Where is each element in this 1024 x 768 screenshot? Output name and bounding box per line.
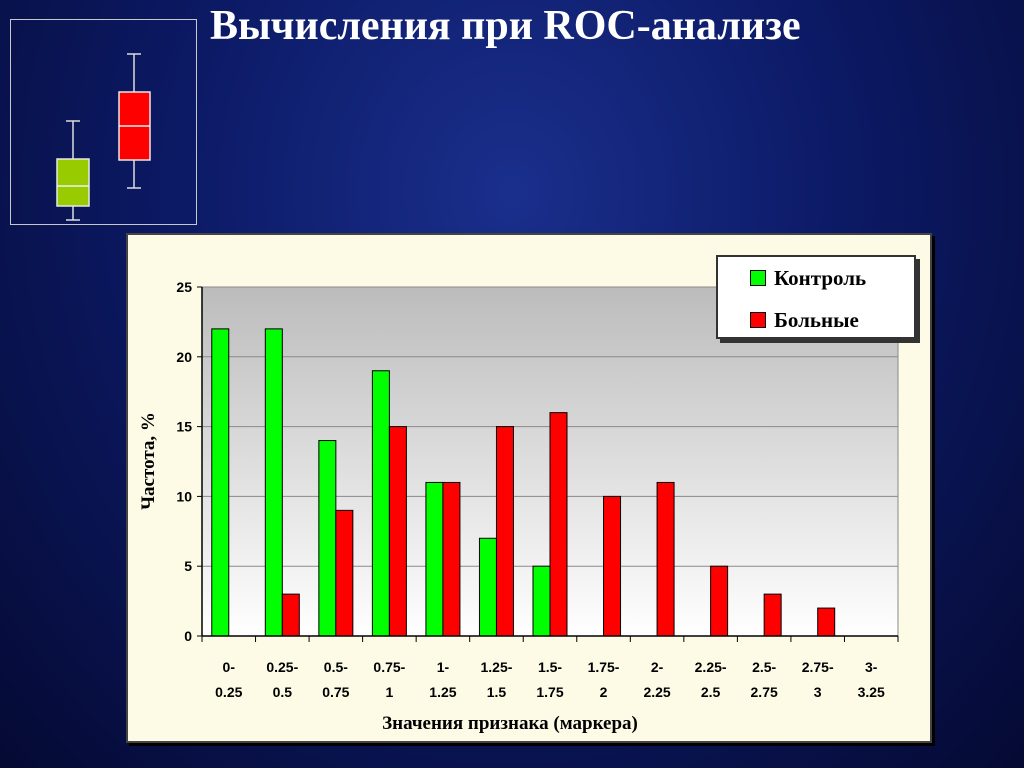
y-tick-label: 10 [176, 488, 192, 504]
bar-patients [495, 426, 514, 637]
x-tick-label: 0.5-0.75 [322, 659, 349, 700]
bar-patients [710, 565, 729, 637]
bar-control [318, 440, 337, 637]
legend-label-control: Контроль [774, 265, 867, 290]
bar-patients [603, 495, 622, 637]
x-tick-label: 2.25-2.5 [695, 659, 727, 700]
legend-swatch-control [750, 270, 766, 286]
x-tick-label: 0.75-1 [373, 659, 405, 700]
x-tick-label: 2-2.25 [643, 659, 670, 700]
bar-patients [442, 481, 461, 637]
bar-patients [763, 593, 782, 637]
bar-control [264, 328, 283, 637]
bar-chart: 0 5 10 15 20 25 0-0.25 0.25-0.5 0.5-0.75 0.75-1 1-… [138, 279, 899, 734]
bar-patients [281, 593, 300, 637]
bar-control [425, 481, 444, 637]
bar-control [211, 328, 230, 637]
legend-swatch-patients [750, 312, 766, 328]
bar-control [532, 565, 551, 637]
bar-chart-panel: 0 5 10 15 20 25 0-0.25 0.25-0.5 0.5-0.75 0.75-1 1-… [126, 233, 932, 743]
x-axis-title: Значения признака (маркера) [382, 713, 638, 734]
chart-legend: Контроль Больные [716, 255, 916, 339]
y-tick-label: 15 [176, 419, 192, 435]
x-tick-label: 1.25-1.5 [481, 659, 513, 700]
y-tick-label: 5 [184, 558, 192, 574]
x-tick-label: 1.5-1.75 [536, 659, 563, 700]
y-tick-label: 25 [176, 279, 192, 295]
legend-item-control: Контроль [750, 266, 866, 290]
y-tick-label: 20 [176, 349, 192, 365]
y-axis-title: Частота, % [138, 412, 159, 510]
x-tick-label: 3-3.25 [858, 659, 885, 700]
slide-title: Вычисления при ROC-анализе [210, 3, 801, 49]
x-tick-label: 2.5-2.75 [751, 659, 778, 700]
bar-patients [549, 412, 568, 637]
boxplot-thumbnail [10, 19, 197, 225]
x-tick-label: 0-0.25 [215, 659, 242, 700]
x-tick-label: 1-1.25 [429, 659, 456, 700]
boxplot-control [56, 120, 90, 221]
x-tick-label: 0.25-0.5 [266, 659, 298, 700]
x-tick-label: 2.75-3 [802, 659, 834, 700]
bar-control [478, 537, 497, 637]
bar-patients [656, 481, 675, 637]
x-tick-label: 1.75-2 [588, 659, 620, 700]
y-tick-label: 0 [184, 628, 192, 644]
bar-patients [817, 607, 836, 637]
bar-control [371, 370, 390, 637]
legend-item-patients: Больные [750, 308, 859, 332]
bar-patients [388, 426, 407, 637]
legend-label-patients: Больные [774, 307, 859, 332]
boxplot-graphic [56, 53, 151, 221]
boxplot-patients [118, 53, 151, 189]
bar-patients [335, 509, 354, 637]
